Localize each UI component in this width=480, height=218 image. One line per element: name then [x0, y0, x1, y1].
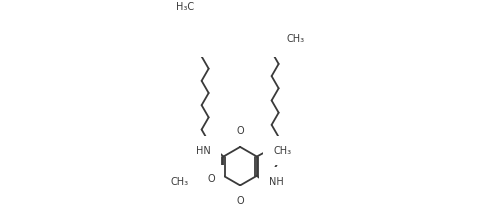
- Text: CH₃: CH₃: [170, 177, 188, 187]
- Text: NH: NH: [268, 177, 283, 187]
- Text: CH₃: CH₃: [286, 34, 303, 44]
- Text: O: O: [236, 196, 243, 206]
- Text: H₃C: H₃C: [176, 2, 194, 12]
- Text: CH₃: CH₃: [273, 146, 290, 156]
- Text: O: O: [206, 174, 214, 184]
- Text: HN: HN: [196, 146, 210, 156]
- Text: O: O: [236, 126, 243, 136]
